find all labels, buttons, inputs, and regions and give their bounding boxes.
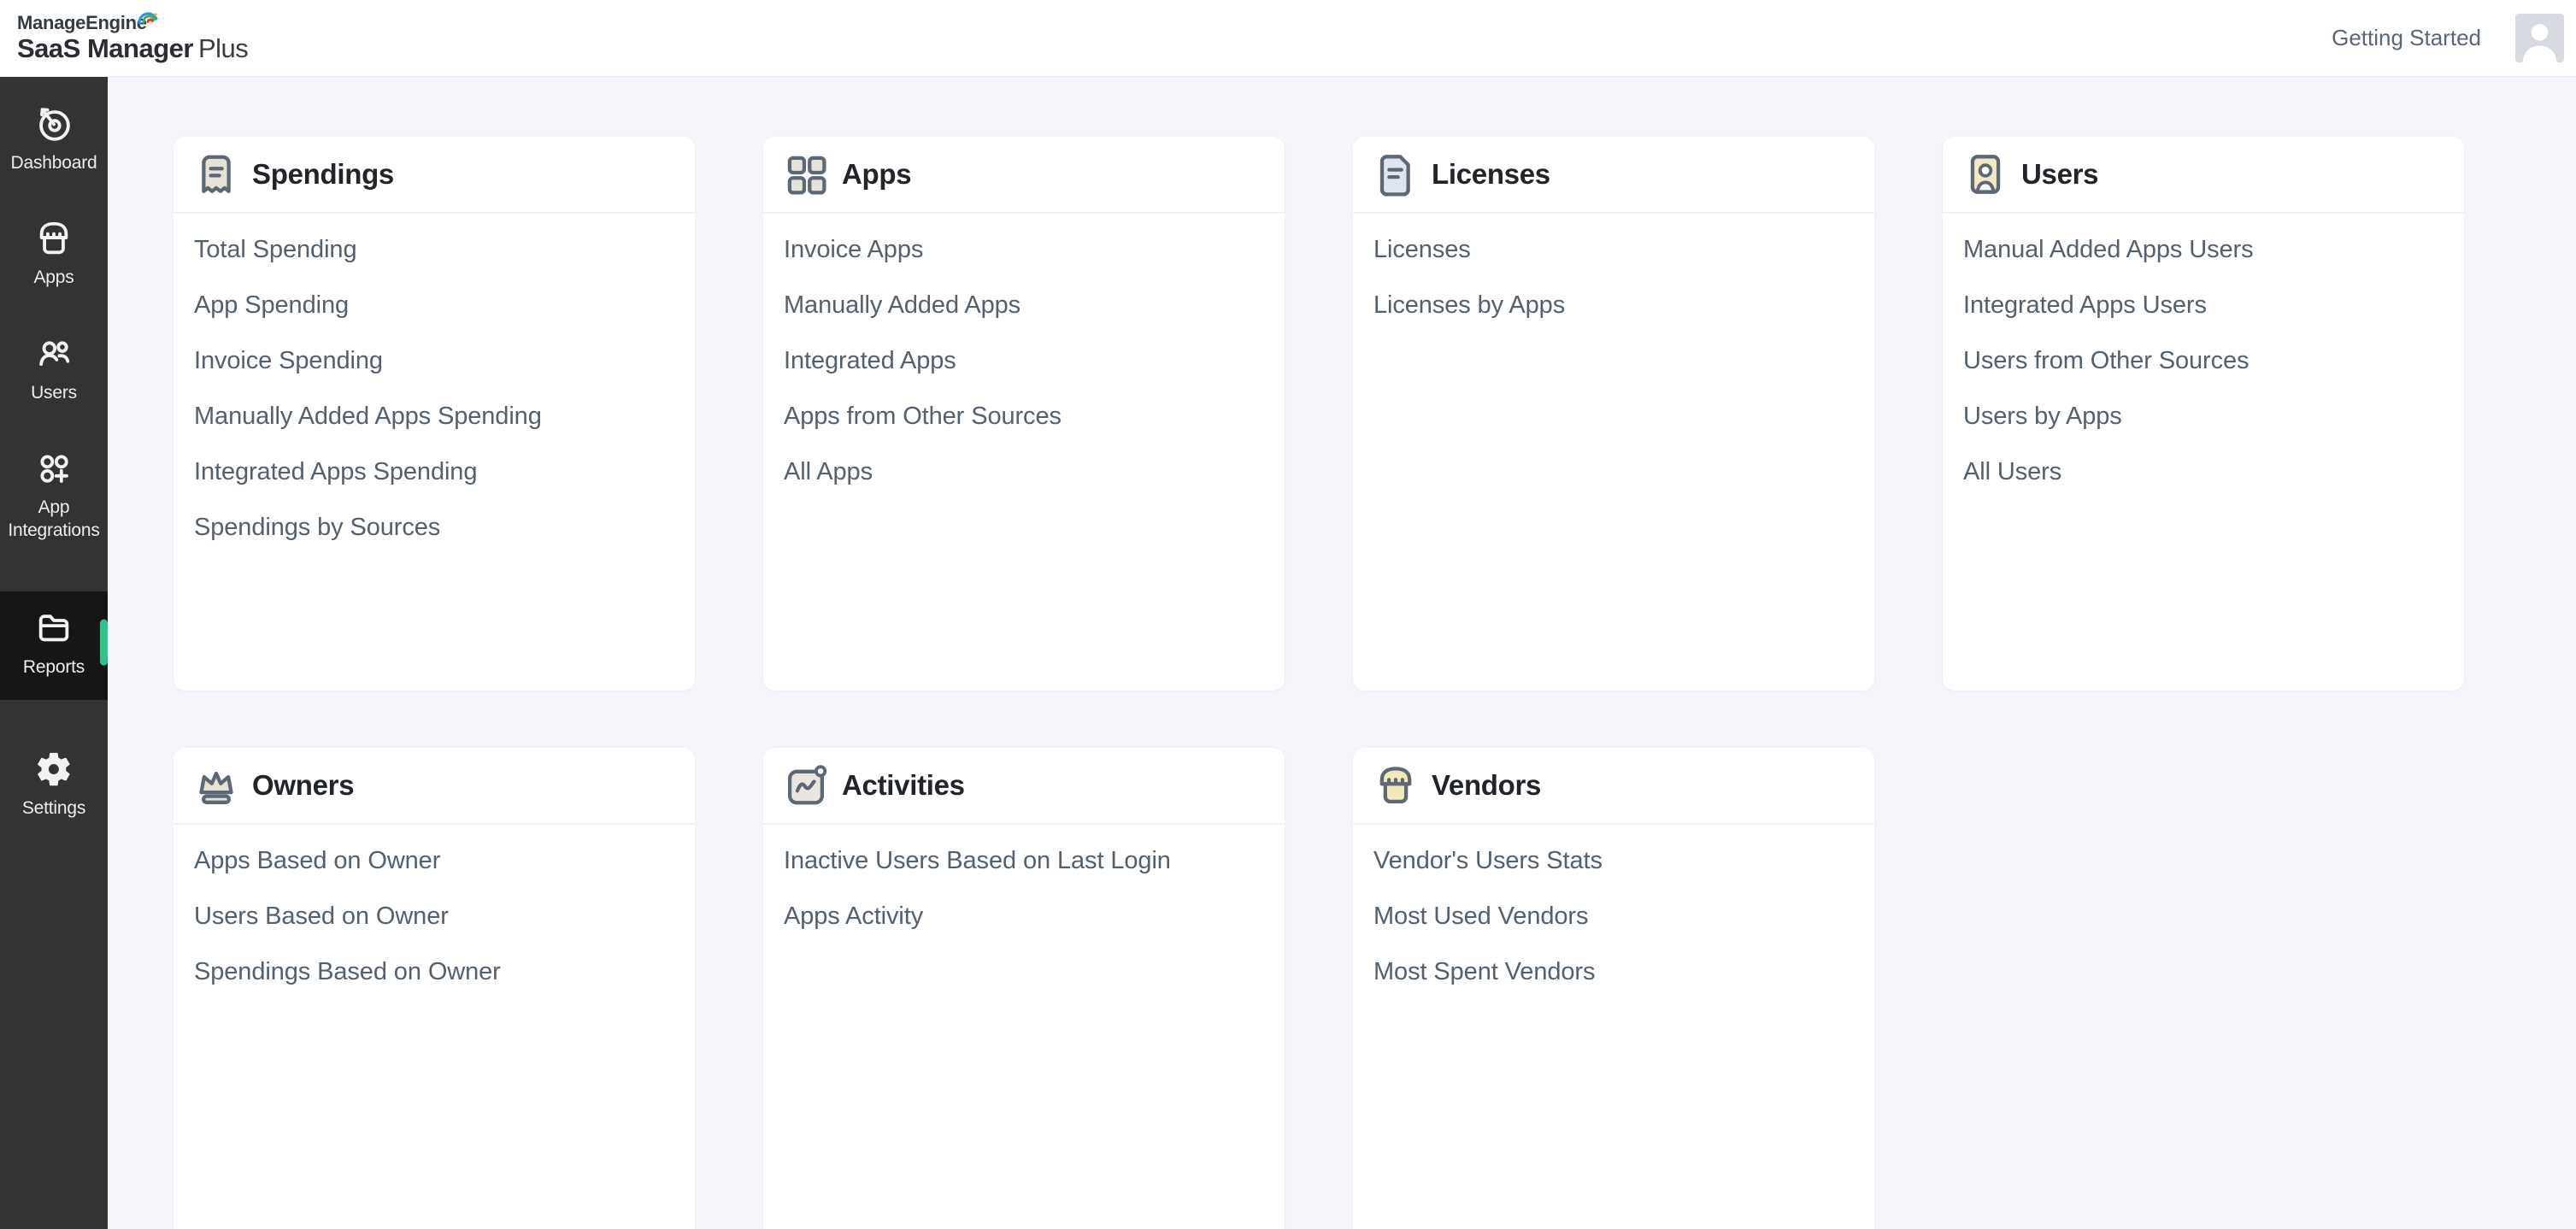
- report-card-header: Owners: [173, 748, 695, 825]
- topbar-right: Getting Started: [2332, 14, 2564, 62]
- report-card-activities: Activities Inactive Users Based on Last …: [763, 748, 1285, 1229]
- vendor-icon: [1373, 762, 1419, 809]
- report-link[interactable]: Apps Based on Owner: [194, 847, 441, 874]
- report-link[interactable]: Licenses by Apps: [1373, 291, 1566, 319]
- topbar: ManageEngine SaaS Manager Plus Getting St…: [0, 0, 2576, 77]
- active-indicator: [100, 619, 108, 666]
- report-link[interactable]: Inactive Users Based on Last Login: [784, 847, 1171, 874]
- report-card-links: Manual Added Apps Users Integrated Apps U…: [1943, 214, 2464, 500]
- user-avatar[interactable]: [2515, 14, 2564, 62]
- integrations-icon: [34, 449, 74, 488]
- brand-product-name-bold: SaaS Manager: [17, 33, 193, 64]
- report-card-licenses: Licenses Licenses Licenses by Apps: [1353, 137, 1874, 691]
- receipt-icon: [193, 151, 239, 197]
- report-card-links: Inactive Users Based on Last Login Apps A…: [763, 825, 1285, 944]
- report-card-title: Activities: [842, 769, 965, 801]
- brand-manageengine: ManageEngine: [17, 12, 158, 34]
- report-card-users: Users Manual Added Apps Users Integrated …: [1943, 137, 2464, 691]
- report-card-header: Activities: [763, 748, 1285, 825]
- sidebar-item-app-integrations[interactable]: App Integrations: [0, 433, 108, 558]
- activity-icon: [783, 762, 829, 809]
- report-link[interactable]: Manually Added Apps Spending: [194, 403, 542, 430]
- report-card-header: Users: [1943, 137, 2464, 214]
- report-link[interactable]: All Users: [1963, 458, 2062, 485]
- report-card-header: Apps: [763, 137, 1285, 214]
- report-card-header: Spendings: [173, 137, 695, 214]
- report-card-owners: Owners Apps Based on Owner Users Based on…: [173, 748, 695, 1229]
- report-link[interactable]: Users Based on Owner: [194, 903, 449, 930]
- sidebar-item-apps[interactable]: Apps: [0, 203, 108, 304]
- report-card-title: Vendors: [1432, 769, 1542, 801]
- brand-product-edition: Plus: [197, 33, 249, 64]
- grid-icon: [783, 151, 829, 197]
- sidebar-item-label: Dashboard: [10, 153, 97, 173]
- report-card-links: Apps Based on Owner Users Based on Owner S…: [173, 825, 695, 1000]
- sidebar-item-label: Apps: [33, 268, 74, 288]
- report-link[interactable]: Licenses: [1373, 236, 1471, 263]
- report-link[interactable]: Vendor's Users Stats: [1373, 847, 1603, 874]
- report-link[interactable]: Users from Other Sources: [1963, 347, 2250, 374]
- report-link[interactable]: Spendings by Sources: [194, 514, 441, 541]
- person-silhouette-icon: [2522, 24, 2557, 62]
- report-card-vendors: Vendors Vendor's Users Stats Most Used Ve…: [1353, 748, 1874, 1229]
- license-icon: [1373, 151, 1419, 197]
- report-link[interactable]: Apps Activity: [784, 903, 924, 930]
- users-icon: [34, 334, 74, 373]
- sidebar: Dashboard Apps Users App Integrations Re…: [0, 77, 108, 1229]
- report-card-links: Licenses Licenses by Apps: [1353, 214, 1874, 333]
- sidebar-item-label: Users: [31, 382, 77, 403]
- brand-swirl-icon: [138, 12, 158, 25]
- sidebar-item-label: App Integrations: [8, 497, 100, 541]
- folder-icon: [34, 609, 74, 648]
- report-cards-grid: Spendings Total Spending App Spending Invo…: [173, 137, 2576, 1229]
- report-card-header: Licenses: [1353, 137, 1874, 214]
- report-card-title: Apps: [842, 158, 912, 190]
- report-card-title: Owners: [252, 769, 355, 801]
- report-link[interactable]: All Apps: [784, 458, 873, 485]
- report-card-title: Users: [2021, 158, 2099, 190]
- sidebar-item-label: Reports: [22, 657, 85, 678]
- report-link[interactable]: Most Used Vendors: [1373, 903, 1589, 930]
- report-link[interactable]: Invoice Apps: [784, 236, 924, 263]
- report-link[interactable]: Integrated Apps: [784, 347, 956, 374]
- gear-icon: [34, 750, 74, 789]
- sidebar-item-settings[interactable]: Settings: [0, 734, 108, 835]
- report-link[interactable]: Manually Added Apps: [784, 291, 1021, 319]
- brand-product-name: SaaS Manager Plus: [17, 33, 249, 64]
- id-badge-icon: [1962, 151, 2008, 197]
- app-logo[interactable]: ManageEngine SaaS Manager Plus: [17, 12, 249, 64]
- sidebar-item-users[interactable]: Users: [0, 319, 108, 420]
- crown-icon: [193, 762, 239, 809]
- report-link[interactable]: Integrated Apps Spending: [194, 458, 478, 485]
- report-card-title: Spendings: [252, 158, 394, 190]
- report-card-spendings: Spendings Total Spending App Spending Invo…: [173, 137, 695, 691]
- report-link[interactable]: Spendings Based on Owner: [194, 958, 501, 985]
- report-link[interactable]: App Spending: [194, 291, 350, 319]
- report-link[interactable]: Apps from Other Sources: [784, 403, 1062, 430]
- report-card-links: Total Spending App Spending Invoice Spendi…: [173, 214, 695, 556]
- report-card-header: Vendors: [1353, 748, 1874, 825]
- reports-overview: Spendings Total Spending App Spending Invo…: [108, 77, 2576, 1229]
- report-link[interactable]: Manual Added Apps Users: [1963, 236, 2254, 263]
- getting-started-link[interactable]: Getting Started: [2332, 25, 2481, 50]
- sidebar-item-reports[interactable]: Reports: [0, 591, 108, 700]
- sidebar-item-label: Settings: [21, 797, 86, 818]
- storefront-icon: [34, 219, 74, 258]
- brand-manageengine-text: ManageEngine: [17, 12, 147, 34]
- report-link[interactable]: Total Spending: [194, 236, 357, 263]
- report-link[interactable]: Most Spent Vendors: [1373, 958, 1596, 985]
- report-link[interactable]: Integrated Apps Users: [1963, 291, 2207, 319]
- report-link[interactable]: Users by Apps: [1963, 403, 2122, 430]
- sidebar-item-dashboard[interactable]: Dashboard: [0, 89, 108, 190]
- dashboard-icon: [34, 104, 74, 144]
- report-link[interactable]: Invoice Spending: [194, 347, 383, 374]
- report-card-links: Vendor's Users Stats Most Used Vendors Mos…: [1353, 825, 1874, 1000]
- report-card-title: Licenses: [1432, 158, 1550, 190]
- report-card-apps: Apps Invoice Apps Manually Added Apps Inte…: [763, 137, 1285, 691]
- report-card-links: Invoice Apps Manually Added Apps Integrate…: [763, 214, 1285, 500]
